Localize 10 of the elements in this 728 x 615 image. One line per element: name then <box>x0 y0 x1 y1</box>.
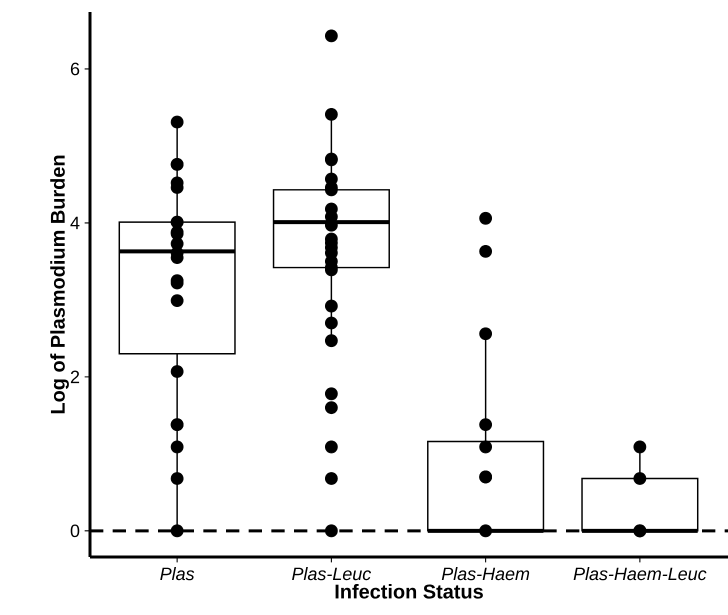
x-tick-label: Plas-Leuc <box>292 567 372 580</box>
y-tick-label: 0 <box>70 524 80 538</box>
y-tick-label: 6 <box>70 62 80 76</box>
x-tick-label: Plas <box>160 567 194 580</box>
y-axis-title: Log of Plasmodium Burden <box>50 156 69 414</box>
x-axis-title: Infection Status <box>336 584 483 599</box>
x-tick-label: Plas-Haem <box>442 567 530 580</box>
y-tick-label: 2 <box>70 370 80 384</box>
x-tick-label: Plas-Haem-Leuc <box>574 567 706 580</box>
y-tick-label: 4 <box>70 216 80 230</box>
